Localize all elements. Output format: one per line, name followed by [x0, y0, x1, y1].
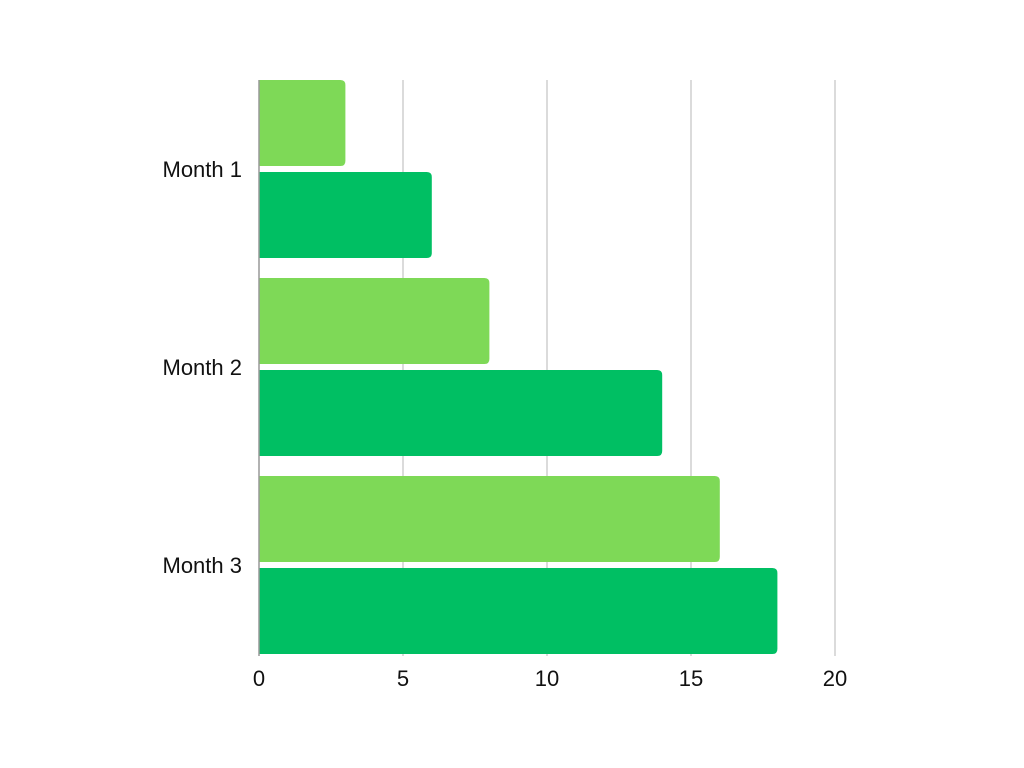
bar-month-3-series-1 — [259, 476, 720, 562]
x-tick-label: 10 — [535, 666, 559, 691]
y-category-label: Month 1 — [163, 157, 243, 182]
x-tick-label: 0 — [253, 666, 265, 691]
bar-layer — [259, 80, 778, 654]
bar-month-1-series-2 — [259, 172, 432, 258]
x-tick-label: 15 — [679, 666, 703, 691]
bar-month-2-series-1 — [259, 278, 490, 364]
y-category-label: Month 2 — [163, 355, 243, 380]
bar-month-2-series-2 — [259, 370, 663, 456]
y-category-label: Month 3 — [163, 553, 243, 578]
x-tick-label: 5 — [397, 666, 409, 691]
bar-month-1-series-1 — [259, 80, 346, 166]
label-layer: 0 5 10 15 20 Month 1 Month 2 Month 3 — [163, 157, 848, 691]
x-tick-label: 20 — [823, 666, 847, 691]
bar-month-3-series-2 — [259, 568, 778, 654]
